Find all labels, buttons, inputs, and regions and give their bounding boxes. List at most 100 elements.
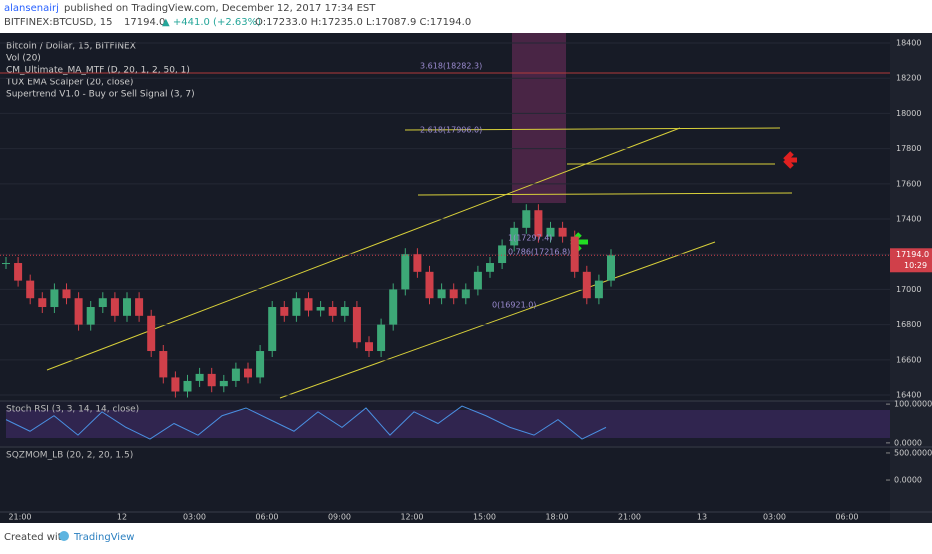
candle: [401, 254, 410, 290]
candle: [62, 289, 71, 299]
candle: [389, 289, 398, 325]
y-tick-label: 18200: [896, 74, 921, 83]
x-tick-label: 06:00: [255, 513, 278, 522]
candle: [110, 298, 119, 316]
time-left: 10:29: [904, 261, 927, 270]
candle: [171, 377, 180, 392]
x-tick-label: 13: [697, 513, 707, 522]
y-tick-label: 17800: [896, 144, 921, 153]
candle: [328, 307, 337, 316]
y-tick-label: 16800: [896, 320, 921, 329]
y-tick-label: 100.0000: [894, 400, 932, 409]
y-tick-label: 17000: [896, 285, 921, 294]
y-tick-label: 17600: [896, 179, 921, 188]
y-tick-label: 0.0000: [894, 438, 922, 447]
candle: [14, 263, 23, 281]
fib-label: 0(16921.0): [492, 301, 536, 310]
highlight-zone: [512, 33, 566, 203]
y-tick-label: 16600: [896, 355, 921, 364]
fib-line: [417, 192, 793, 196]
candle: [607, 255, 615, 281]
candle: [159, 351, 168, 378]
author: alansenairj: [4, 3, 59, 14]
fib-label: 0.786(17216.8): [508, 248, 570, 257]
candle: [377, 324, 386, 352]
candle: [510, 227, 519, 246]
change: ▲ +441.0 (+2.63%): [162, 17, 261, 28]
x-tick-label: 06:00: [835, 513, 858, 522]
fib-label: 3.618(18282.3): [420, 62, 482, 71]
x-tick-label: 18:00: [545, 513, 568, 522]
x-tick-label: 21:00: [8, 513, 31, 522]
red-arrow: [783, 151, 797, 169]
sqz-title: SQZMOM_LB (20, 2, 20, 1.5): [6, 451, 133, 461]
price-axis-background: [890, 33, 932, 523]
candle: [38, 298, 47, 308]
y-tick-label: 500.0000: [894, 448, 932, 457]
candle: [50, 289, 59, 308]
candle: [340, 307, 349, 316]
candle: [558, 227, 567, 237]
indicator-legend: TUX EMA Scalper (20, close): [5, 78, 133, 88]
candle: [413, 254, 422, 272]
candle: [437, 289, 446, 299]
candle: [268, 307, 277, 352]
candle: [365, 342, 373, 352]
candle: [280, 307, 289, 316]
fib-label: 1(17297.4): [508, 234, 552, 243]
candle: [292, 298, 301, 316]
channel-line: [279, 241, 716, 399]
stoch-title: Stoch RSI (3, 3, 14, 14, close): [6, 405, 139, 415]
candle: [135, 298, 144, 316]
y-tick-label: 18400: [896, 39, 921, 48]
stoch-k-line: [5, 405, 607, 440]
symbol: BITFINEX:BTCUSD, 15: [4, 17, 112, 28]
candle: [316, 307, 325, 311]
chart-background: [0, 33, 932, 523]
ohlc: O:17233.0 H:17235.0 L:17087.9 C:17194.0: [255, 17, 471, 28]
candle: [570, 236, 579, 272]
y-tick-label: 17400: [896, 215, 921, 224]
candle: [74, 298, 83, 325]
candle: [522, 210, 531, 228]
candle: [461, 289, 470, 299]
x-tick-label: 15:00: [473, 513, 496, 522]
stoch-band: [6, 410, 890, 438]
y-tick-label: 18000: [896, 109, 921, 118]
candle: [98, 298, 107, 308]
indicator-legend: Supertrend V1.0 - Buy or Sell Signal (3,…: [6, 90, 195, 100]
logo: [59, 531, 69, 541]
candle: [123, 298, 131, 316]
y-tick-label: 0.0000: [894, 476, 922, 485]
candle: [219, 380, 228, 387]
candle: [449, 289, 458, 299]
candle: [473, 271, 482, 290]
footer-brand[interactable]: TradingView: [73, 532, 134, 543]
candle: [231, 368, 240, 381]
candle: [352, 307, 361, 343]
fib-label: 2.618(17906.0): [420, 126, 482, 135]
candle: [207, 373, 216, 387]
indicator-legend: Vol (20): [6, 54, 41, 64]
x-tick-label: 03:00: [183, 513, 206, 522]
candle: [183, 380, 192, 392]
indicator-legend: CM_Ultimate_MA_MTF (D, 20, 1, 2, 50, 1): [6, 66, 190, 76]
last-price-label: 17194.0: [896, 250, 929, 259]
last: 17194.0: [124, 17, 165, 28]
x-tick-label: 21:00: [618, 513, 641, 522]
candle: [147, 315, 156, 352]
x-tick-label: 12: [117, 513, 127, 522]
fib-line: [404, 127, 781, 131]
published: published on TradingView.com, December 1…: [64, 3, 376, 14]
candle: [2, 263, 10, 265]
last-price-box: [890, 248, 932, 273]
candle: [486, 263, 494, 272]
x-tick-label: 12:00: [400, 513, 423, 522]
candle: [594, 280, 603, 299]
candle: [195, 373, 204, 381]
x-tick-label: 03:00: [763, 513, 786, 522]
footer-created: Created with: [4, 532, 68, 543]
x-tick-label: 09:00: [328, 513, 351, 522]
candle: [304, 298, 313, 311]
candle: [256, 351, 265, 378]
